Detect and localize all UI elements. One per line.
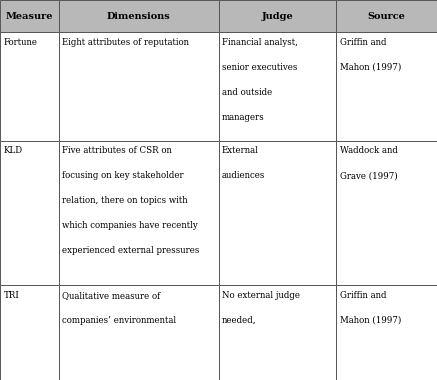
Bar — [0, 32, 59, 141]
Text: Source: Source — [368, 12, 406, 21]
Bar — [336, 285, 437, 380]
Text: No external judge

needed,: No external judge needed, — [222, 291, 300, 325]
Text: Judge: Judge — [262, 12, 293, 21]
Text: Dimensions: Dimensions — [107, 12, 170, 21]
Bar — [218, 32, 336, 141]
Text: Measure: Measure — [6, 12, 53, 21]
Text: Griffin and

Mahon (1997): Griffin and Mahon (1997) — [340, 291, 401, 325]
Text: Fortune: Fortune — [3, 38, 38, 47]
Bar — [218, 141, 336, 285]
Text: Griffin and

Mahon (1997): Griffin and Mahon (1997) — [340, 38, 401, 72]
Text: Qualitative measure of

companies’ environmental: Qualitative measure of companies’ enviro… — [62, 291, 177, 325]
Bar — [336, 141, 437, 285]
Bar — [59, 32, 218, 141]
Bar — [336, 32, 437, 141]
Text: External

audiences: External audiences — [222, 146, 265, 180]
Text: Five attributes of CSR on

focusing on key stakeholder

relation, there on topic: Five attributes of CSR on focusing on ke… — [62, 146, 200, 255]
Bar — [0, 285, 59, 380]
Text: Waddock and

Grave (1997): Waddock and Grave (1997) — [340, 146, 398, 180]
Bar — [59, 285, 218, 380]
Bar — [59, 0, 218, 32]
Text: Eight attributes of reputation: Eight attributes of reputation — [62, 38, 190, 47]
Bar — [336, 0, 437, 32]
Text: KLD: KLD — [3, 146, 23, 155]
Text: Financial analyst,

senior executives

and outside

managers: Financial analyst, senior executives and… — [222, 38, 298, 122]
Bar — [0, 0, 59, 32]
Bar — [218, 0, 336, 32]
Bar — [59, 141, 218, 285]
Bar — [0, 141, 59, 285]
Bar — [218, 285, 336, 380]
Text: TRI: TRI — [3, 291, 19, 300]
